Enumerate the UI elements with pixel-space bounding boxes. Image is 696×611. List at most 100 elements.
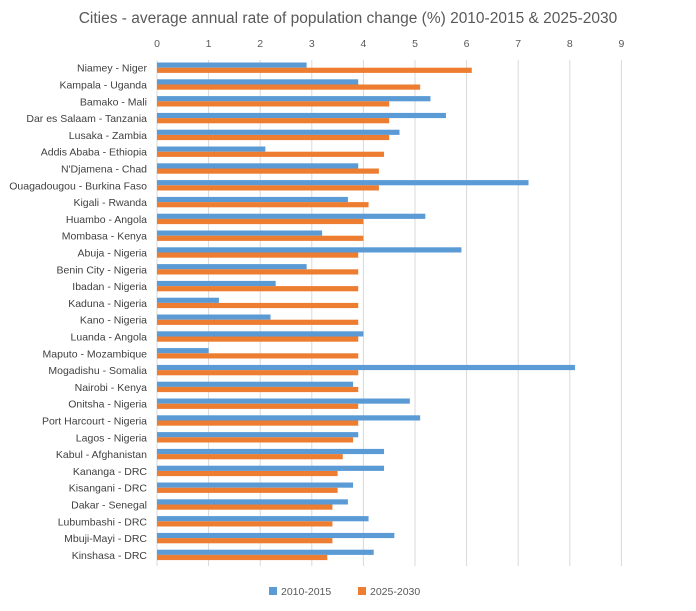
- bar-2010-2015-Kisangani - DRC: [157, 482, 354, 488]
- category-label: Niamey - Niger: [77, 63, 148, 75]
- bar-2010-2015-Nairobi - Kenya: [157, 381, 354, 387]
- category-labels: Niamey - Niger Kampala - Uganda Bamako - M…: [9, 63, 147, 562]
- category-label: Benin City - Nigeria: [57, 264, 148, 276]
- category-label: Port Harcourt - Nigeria: [42, 416, 147, 428]
- bar-2010-2015-Kigali - Rwanda: [157, 196, 348, 203]
- category-label: Kabul - Afghanistan: [56, 449, 147, 461]
- category-label: Abuja - Nigeria: [78, 248, 148, 260]
- category-label: Luanda - Angola: [71, 332, 148, 344]
- bar-2010-2015-Mombasa - Kenya: [157, 230, 323, 236]
- category-label: Huambo - Angola: [66, 214, 147, 226]
- bar-2025-2030-Dakar - Senegal: [157, 504, 333, 510]
- category-label: Lusaka - Zambia: [69, 130, 147, 142]
- bar-2025-2030-Mogadishu - Somalia: [157, 370, 359, 376]
- category-label: Kisangani - DRC: [69, 483, 148, 495]
- category-label: Kano - Nigeria: [80, 315, 147, 327]
- legend-swatch: [269, 587, 277, 595]
- bar-2010-2015-Ibadan - Nigeria: [157, 280, 276, 287]
- gridlines: [156, 60, 622, 566]
- x-tick-label: 4: [360, 38, 366, 50]
- category-label: Maputo - Mozambique: [43, 348, 148, 360]
- bar-2025-2030-Mombasa - Kenya: [157, 235, 364, 241]
- bar-2025-2030-Bamako - Mali: [157, 101, 390, 107]
- bar-2025-2030-Luanda - Angola: [157, 336, 359, 342]
- bar-2010-2015-Port Harcourt - Nigeria: [157, 415, 421, 421]
- category-label: Addis Ababa - Ethiopia: [41, 147, 147, 159]
- bar-2025-2030-Onitsha - Nigeria: [157, 403, 359, 409]
- legend: 2010-2015 2025-2030: [269, 586, 420, 598]
- x-tick-label: 3: [309, 38, 315, 50]
- category-label: Mombasa - Kenya: [62, 231, 147, 243]
- category-label: Onitsha - Nigeria: [68, 399, 147, 411]
- bar-2010-2015-Benin City - Nigeria: [157, 264, 307, 270]
- category-label: Kinshasa - DRC: [72, 550, 148, 562]
- bar-2010-2015-Kampala - Uganda: [157, 79, 359, 85]
- legend-label: 2025-2030: [370, 586, 420, 598]
- category-label: Mogadishu - Somalia: [48, 365, 147, 377]
- category-label: Kananga - DRC: [73, 466, 148, 478]
- bars: [157, 62, 575, 561]
- category-label: Dakar - Senegal: [71, 500, 147, 512]
- x-tick-label: 2: [257, 38, 263, 50]
- bar-2010-2015-Lubumbashi - DRC: [157, 516, 369, 522]
- bar-2010-2015-Luanda - Angola: [157, 331, 364, 337]
- category-label: Ouagadougou - Burkina Faso: [9, 180, 147, 192]
- bar-2010-2015-Bamako - Mali: [157, 96, 431, 102]
- x-tick-label: 5: [412, 38, 418, 50]
- bar-2010-2015-Lusaka - Zambia: [157, 129, 400, 135]
- category-label: Kaduna - Nigeria: [68, 298, 147, 310]
- chart-title: Cities - average annual rate of populati…: [78, 10, 618, 27]
- legend-label: 2010-2015: [281, 586, 331, 598]
- bar-2010-2015-Kano - Nigeria: [157, 314, 271, 320]
- bar-2025-2030-Addis Ababa - Ethiopia: [157, 151, 385, 157]
- bar-2025-2030-Lusaka - Zambia: [157, 134, 390, 141]
- bar-2010-2015-Kananga - DRC: [157, 465, 385, 471]
- bar-2010-2015-Mogadishu - Somalia: [157, 364, 575, 371]
- category-label: Nairobi - Kenya: [75, 382, 148, 394]
- x-axis-ticks: 0 1 2 3 4 5 6 7 8 9: [154, 38, 624, 50]
- bar-2010-2015-Addis Ababa - Ethiopia: [157, 146, 266, 152]
- bar-2010-2015-Dar es Salaam - Tanzania: [157, 112, 446, 119]
- bar-2025-2030-Huambo - Angola: [157, 218, 364, 225]
- bar-2010-2015-Onitsha - Nigeria: [157, 398, 410, 404]
- category-label: Lubumbashi - DRC: [58, 516, 148, 528]
- bar-2025-2030-Kisangani - DRC: [157, 487, 338, 493]
- category-label: N'Djamena - Chad: [61, 164, 147, 176]
- category-label: Kigali - Rwanda: [73, 197, 147, 209]
- x-tick-label: 7: [515, 38, 521, 50]
- bar-2025-2030-Mbuji-Mayi - DRC: [157, 538, 333, 544]
- bar-2010-2015-Abuja - Nigeria: [157, 247, 462, 253]
- bar-2010-2015-Kinshasa - DRC: [157, 549, 374, 555]
- category-label: Kampala - Uganda: [59, 80, 147, 92]
- category-label: Lagos - Nigeria: [76, 432, 147, 444]
- bar-2010-2015-Ouagadougou - Burkina Faso: [157, 180, 529, 186]
- bar-2010-2015-Huambo - Angola: [157, 213, 426, 219]
- x-tick-label: 1: [206, 38, 212, 50]
- bar-2025-2030-Abuja - Nigeria: [157, 252, 359, 258]
- category-label: Mbuji-Mayi - DRC: [64, 533, 147, 545]
- x-tick-label: 9: [618, 38, 624, 50]
- bar-2025-2030-N'Djamena - Chad: [157, 168, 379, 174]
- category-label: Bamako - Mali: [80, 96, 147, 108]
- bar-2025-2030-Kananga - DRC: [157, 470, 338, 477]
- legend-swatch: [358, 587, 366, 595]
- bar-2025-2030-Nairobi - Kenya: [157, 386, 359, 393]
- bar-2025-2030-Dar es Salaam - Tanzania: [157, 118, 390, 124]
- bar-2010-2015-Kaduna - Nigeria: [157, 297, 219, 303]
- bar-2025-2030-Kaduna - Nigeria: [157, 302, 359, 309]
- bar-2025-2030-Lubumbashi - DRC: [157, 521, 333, 527]
- bar-2010-2015-Mbuji-Mayi - DRC: [157, 532, 395, 539]
- bar-2025-2030-Niamey - Niger: [157, 67, 472, 73]
- bar-2025-2030-Kigali - Rwanda: [157, 202, 369, 208]
- bar-2025-2030-Kano - Nigeria: [157, 319, 359, 325]
- bar-2025-2030-Kabul - Afghanistan: [157, 454, 343, 460]
- x-tick-label: 0: [154, 38, 160, 50]
- bar-2010-2015-Lagos - Nigeria: [157, 432, 359, 438]
- bar-2010-2015-Niamey - Niger: [157, 62, 307, 68]
- bar-2025-2030-Ibadan - Nigeria: [157, 286, 359, 292]
- bar-2025-2030-Maputo - Mozambique: [157, 353, 359, 359]
- x-tick-label: 6: [464, 38, 470, 50]
- bar-2025-2030-Kampala - Uganda: [157, 84, 421, 90]
- bar-2025-2030-Benin City - Nigeria: [157, 269, 359, 275]
